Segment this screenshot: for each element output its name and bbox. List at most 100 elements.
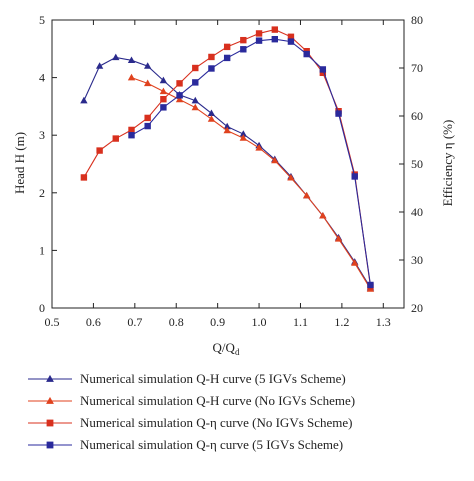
x-axis-title-sub: d <box>235 347 240 357</box>
legend-item: Numerical simulation Q-η curve (5 IGVs S… <box>20 434 470 456</box>
legend-marker <box>28 396 72 404</box>
legend-label: Numerical simulation Q-H curve (5 IGVs S… <box>80 371 346 386</box>
data-point <box>223 126 231 134</box>
x-tick-label: 1.3 <box>376 315 391 329</box>
data-point <box>112 53 120 61</box>
data-point <box>255 144 263 151</box>
x-axis-title-main: Q/Q <box>213 340 236 355</box>
legend-marker <box>28 419 72 427</box>
legend-label: Numerical simulation Q-η curve (No IGVs … <box>80 415 353 430</box>
data-point <box>159 76 168 84</box>
data-point <box>335 110 342 117</box>
legend-symbol <box>46 441 54 449</box>
data-point <box>207 109 216 117</box>
data-point <box>143 79 152 87</box>
data-point <box>303 50 310 58</box>
data-point <box>319 212 327 219</box>
data-point <box>223 54 231 62</box>
legend-symbol <box>46 396 54 404</box>
y-left-tick-label: 0 <box>39 301 45 315</box>
x-tick-label: 0.7 <box>127 315 142 329</box>
data-point <box>271 36 278 43</box>
y-left-tick-label: 5 <box>39 13 45 27</box>
x-tick-label: 1.2 <box>334 315 349 329</box>
data-point <box>192 79 199 86</box>
data-point <box>287 173 295 181</box>
data-point <box>160 96 167 103</box>
data-point <box>80 174 88 181</box>
legend-marker <box>28 441 72 449</box>
data-point <box>334 235 343 242</box>
data-point <box>176 80 183 87</box>
data-point <box>112 135 119 142</box>
data-point <box>192 64 199 72</box>
series-2 <box>80 26 374 290</box>
data-point <box>175 95 184 103</box>
data-point <box>191 96 199 104</box>
y-left-tick-label: 2 <box>39 186 45 200</box>
y-right-tick-label: 40 <box>411 205 423 219</box>
y-left-axis-title: Head H (m) <box>12 132 27 194</box>
data-point <box>176 92 183 99</box>
data-point <box>208 65 215 72</box>
x-axis-title: Q/Qd <box>213 340 240 357</box>
data-point <box>223 122 231 130</box>
data-point <box>255 30 263 37</box>
legend: Numerical simulation Q-H curve (5 IGVs S… <box>20 368 470 456</box>
data-point <box>240 36 247 44</box>
series-line <box>83 56 371 289</box>
legend-marker <box>28 374 72 382</box>
data-point <box>160 104 167 111</box>
y-right-axis-title: Efficiency η (%) <box>440 120 455 207</box>
series-line <box>83 29 372 287</box>
y-left-tick-label: 1 <box>39 243 45 257</box>
legend-label: Numerical simulation Q-η curve (5 IGVs S… <box>80 437 344 452</box>
y-right-tick-label: 30 <box>411 253 423 267</box>
x-tick-label: 1.1 <box>293 315 308 329</box>
data-point <box>239 130 248 137</box>
y-right-tick-label: 80 <box>411 13 423 27</box>
data-point <box>96 147 103 154</box>
data-point <box>159 87 168 95</box>
data-point <box>271 26 278 33</box>
data-point <box>351 173 358 180</box>
data-point <box>143 62 152 69</box>
chart: 0.5 0.6 0.7 0.8 0.9 1.0 1.1 1.2 1.3 0 1 2 3 4 5 20 30 40 5… <box>12 13 455 357</box>
y-left-tick-label: 4 <box>39 71 45 85</box>
x-tick-label: 0.5 <box>45 315 60 329</box>
data-point <box>80 96 88 104</box>
data-point <box>144 114 151 122</box>
legend-symbol <box>46 374 54 382</box>
data-point <box>319 66 327 73</box>
y-right-tick-label: 20 <box>411 301 423 315</box>
data-point <box>287 38 295 45</box>
data-point <box>239 134 248 141</box>
legend-symbol <box>46 419 54 427</box>
y-left-tick-label: 3 <box>39 128 45 142</box>
data-point <box>128 126 135 134</box>
data-point <box>303 191 311 199</box>
x-tick-label: 0.8 <box>169 315 184 329</box>
legend-item: Numerical simulation Q-H curve (No IGVs … <box>20 390 470 412</box>
data-point <box>287 33 295 40</box>
x-tick-label: 0.9 <box>210 315 225 329</box>
data-point <box>127 56 136 64</box>
data-point <box>319 69 327 76</box>
y-right-tick-label: 70 <box>411 61 423 75</box>
data-point <box>128 132 135 139</box>
data-point <box>191 103 199 111</box>
data-point <box>95 62 104 69</box>
legend-label: Numerical simulation Q-H curve (No IGVs … <box>80 393 356 408</box>
data-point <box>271 156 279 164</box>
legend-item: Numerical simulation Q-H curve (5 IGVs S… <box>20 368 470 390</box>
data-point <box>367 281 374 289</box>
series-3 <box>128 36 374 289</box>
series-line <box>131 77 371 290</box>
y-right-tick-label: 50 <box>411 157 423 171</box>
series-line <box>131 38 372 286</box>
data-point <box>127 73 136 81</box>
data-point <box>240 46 247 53</box>
legend-item: Numerical simulation Q-η curve (No IGVs … <box>20 412 470 434</box>
y-right-tick-label: 60 <box>411 109 423 123</box>
data-point <box>208 53 215 61</box>
